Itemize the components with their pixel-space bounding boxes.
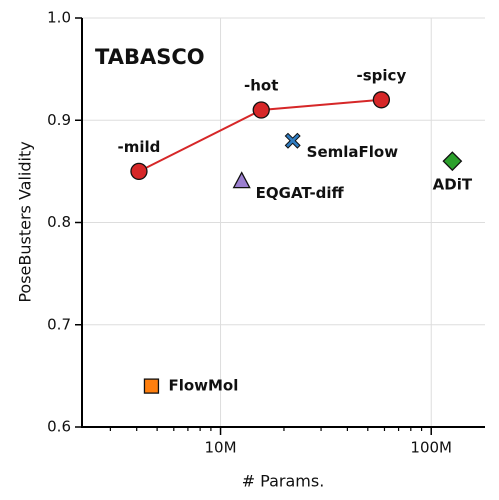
y-tick-label: 1.0 <box>47 9 71 27</box>
point <box>232 171 251 189</box>
y-axis-label: PoseBusters Validity <box>16 141 35 302</box>
point <box>284 132 301 149</box>
point <box>143 378 160 394</box>
x-axis-label: # Params. <box>242 472 325 491</box>
point-label: -mild <box>118 138 161 156</box>
y-tick-label: 0.8 <box>47 213 71 231</box>
point <box>252 101 270 119</box>
point <box>372 91 391 109</box>
series-label: EQGAT-diff <box>256 184 345 202</box>
point-label: -hot <box>244 77 278 95</box>
point-label: -spicy <box>357 66 407 84</box>
series-label: ADiT <box>433 176 473 194</box>
chart-title: TABASCO <box>95 45 205 69</box>
point <box>442 151 463 172</box>
x-tick-label: 10M <box>205 439 237 457</box>
series-label: FlowMol <box>168 377 238 395</box>
y-tick-label: 0.6 <box>47 418 71 436</box>
x-tick-label: 100M <box>410 439 452 457</box>
point <box>130 162 148 181</box>
y-tick-label: 0.9 <box>47 111 71 129</box>
series-label: SemlaFlow <box>307 143 399 161</box>
y-tick-label: 0.7 <box>47 315 71 333</box>
